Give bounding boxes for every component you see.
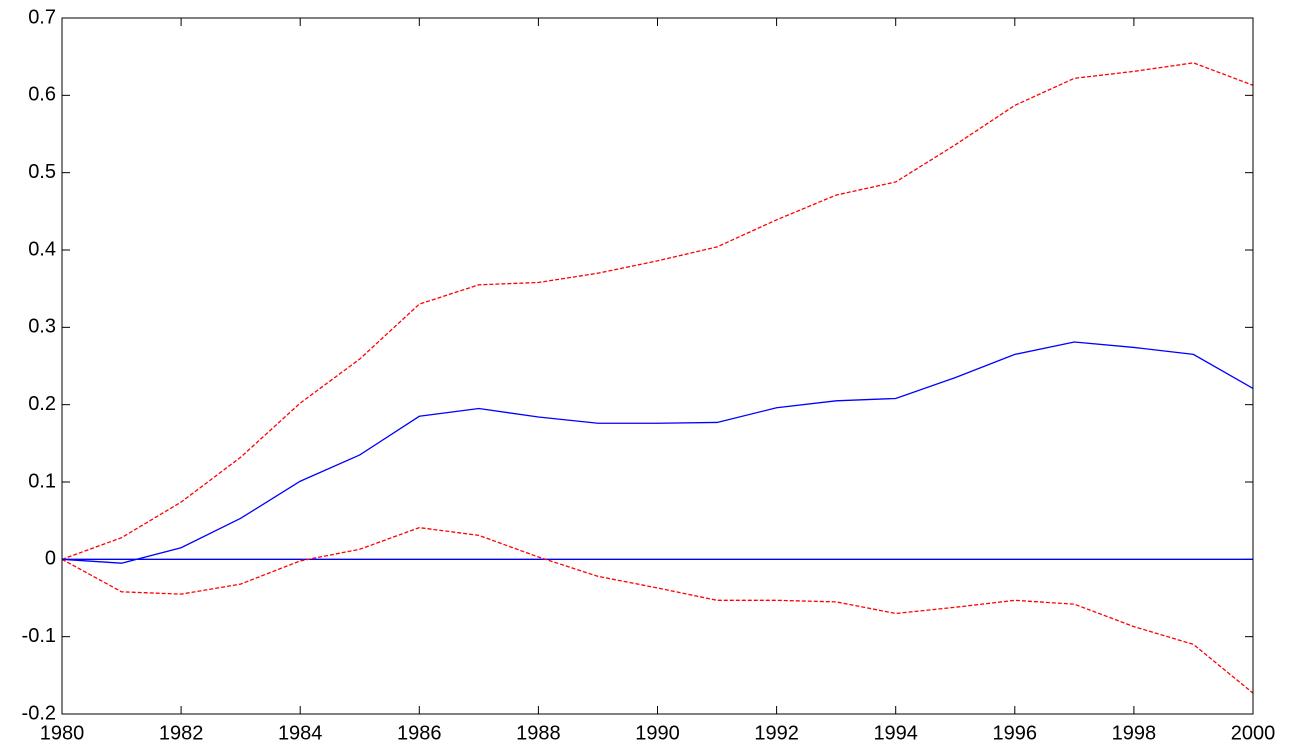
y-tick-label: 0.2 — [28, 393, 56, 415]
series-line — [61, 526, 1254, 694]
x-tick-label: 1982 — [159, 722, 204, 744]
y-tick-label: 0.3 — [28, 316, 56, 338]
y-tick-label: 0 — [45, 548, 56, 570]
x-tick-label: 1992 — [754, 722, 799, 744]
series-line — [61, 341, 1254, 564]
x-tick-label: 1984 — [278, 722, 323, 744]
axes-frame — [61, 17, 1254, 715]
y-tick-label: -0.1 — [22, 625, 56, 647]
y-tick-label: 0.5 — [28, 161, 56, 183]
x-tick-label: 1996 — [993, 722, 1038, 744]
x-tick-label: 2000 — [1231, 722, 1276, 744]
y-tick-label: 0.6 — [28, 84, 56, 106]
y-tick-label: 0.1 — [28, 470, 56, 492]
x-tick-label: 1990 — [635, 722, 680, 744]
y-tick-label: 0.7 — [28, 6, 56, 28]
series-line — [61, 62, 1254, 560]
x-tick-label: 1980 — [40, 722, 85, 744]
x-tick-label: 1986 — [397, 722, 442, 744]
x-tick-label: 1994 — [873, 722, 918, 744]
y-tick-label: -0.2 — [22, 702, 56, 724]
y-tick-label: 0.4 — [28, 238, 56, 260]
x-tick-label: 1988 — [516, 722, 561, 744]
x-tick-label: 1998 — [1112, 722, 1157, 744]
